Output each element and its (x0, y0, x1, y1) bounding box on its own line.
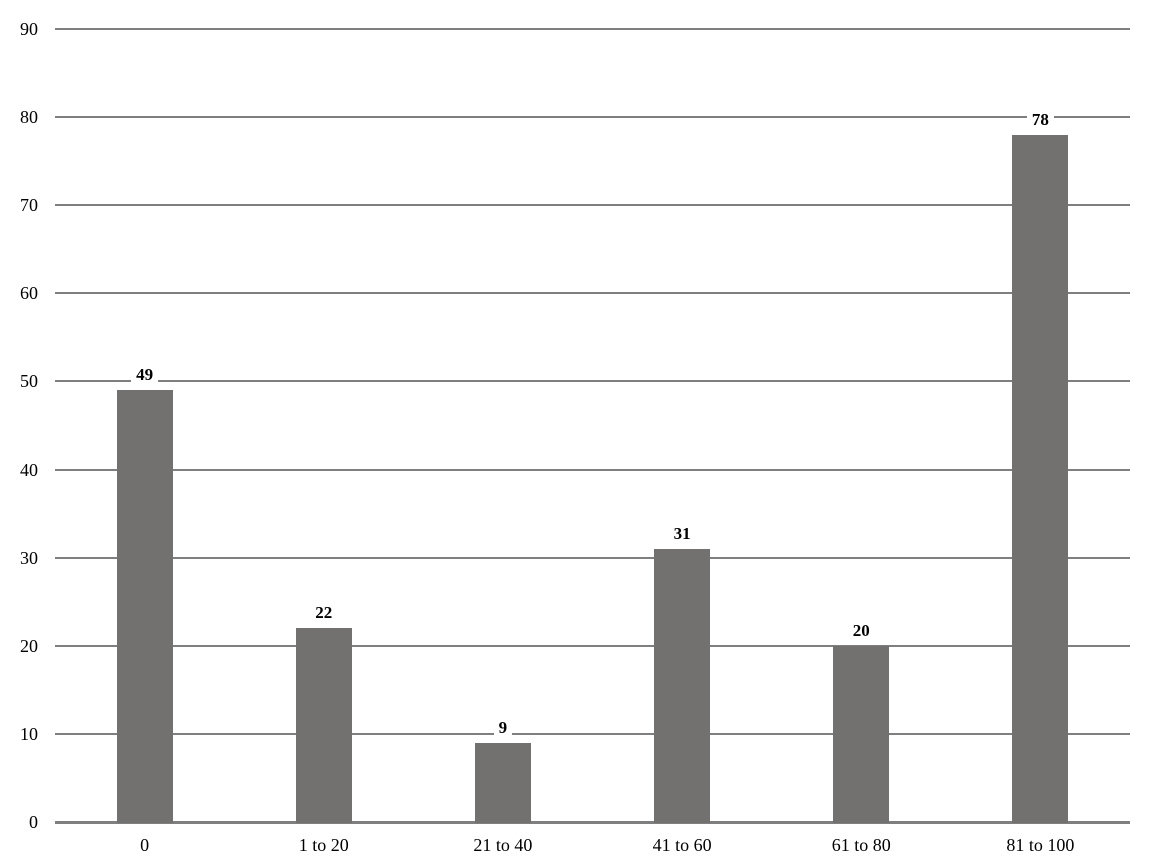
value-label: 20 (847, 619, 875, 642)
gridline (55, 204, 1130, 207)
gridline (55, 116, 1130, 119)
gridline (55, 28, 1130, 30)
x-axis-tick-label: 81 to 100 (1006, 835, 1075, 855)
x-axis-tick-label: 61 to 80 (831, 835, 891, 855)
bar (295, 628, 352, 823)
value-label-container: 22 (234, 600, 413, 625)
bar (1012, 134, 1069, 823)
value-label-container: 9 (413, 715, 592, 739)
bar (474, 742, 531, 823)
y-axis-tick-label: 90 (20, 19, 38, 39)
value-label: 31 (668, 522, 696, 545)
value-label: 78 (1026, 108, 1054, 131)
gridline (55, 732, 1130, 735)
gridline (55, 292, 1130, 295)
gridline (55, 468, 1130, 471)
gridline (55, 644, 1130, 647)
x-axis-tick-label: 1 to 20 (298, 835, 349, 855)
bar (654, 548, 711, 823)
y-axis-tick-label: 80 (20, 107, 38, 128)
x-axis-line (55, 821, 1130, 824)
x-axis-tick-label: 21 to 40 (473, 835, 533, 855)
value-label: 22 (310, 602, 338, 625)
bar (116, 390, 173, 823)
gridline (55, 380, 1130, 383)
y-axis-tick-label: 60 (20, 283, 38, 304)
y-axis-tick-label: 70 (20, 195, 38, 216)
x-axis-tick-label: 0 (140, 835, 150, 855)
y-axis-tick-label: 30 (20, 547, 38, 568)
value-label-container: 78 (951, 107, 1130, 131)
bar (833, 645, 890, 823)
y-axis-tick-label: 50 (20, 371, 38, 392)
gridline (55, 556, 1130, 559)
y-axis-tick-label: 10 (20, 723, 38, 744)
value-label: 49 (131, 364, 159, 387)
y-axis-tick-label: 40 (20, 459, 38, 480)
value-label: 9 (493, 716, 513, 739)
y-axis-tick-label: 0 (29, 812, 38, 832)
value-label-container: 20 (772, 618, 951, 642)
value-label-container: 31 (593, 521, 772, 545)
x-axis-tick-label: 41 to 60 (652, 835, 712, 855)
value-label-container: 49 (55, 362, 234, 387)
y-axis-tick-label: 20 (20, 635, 38, 656)
